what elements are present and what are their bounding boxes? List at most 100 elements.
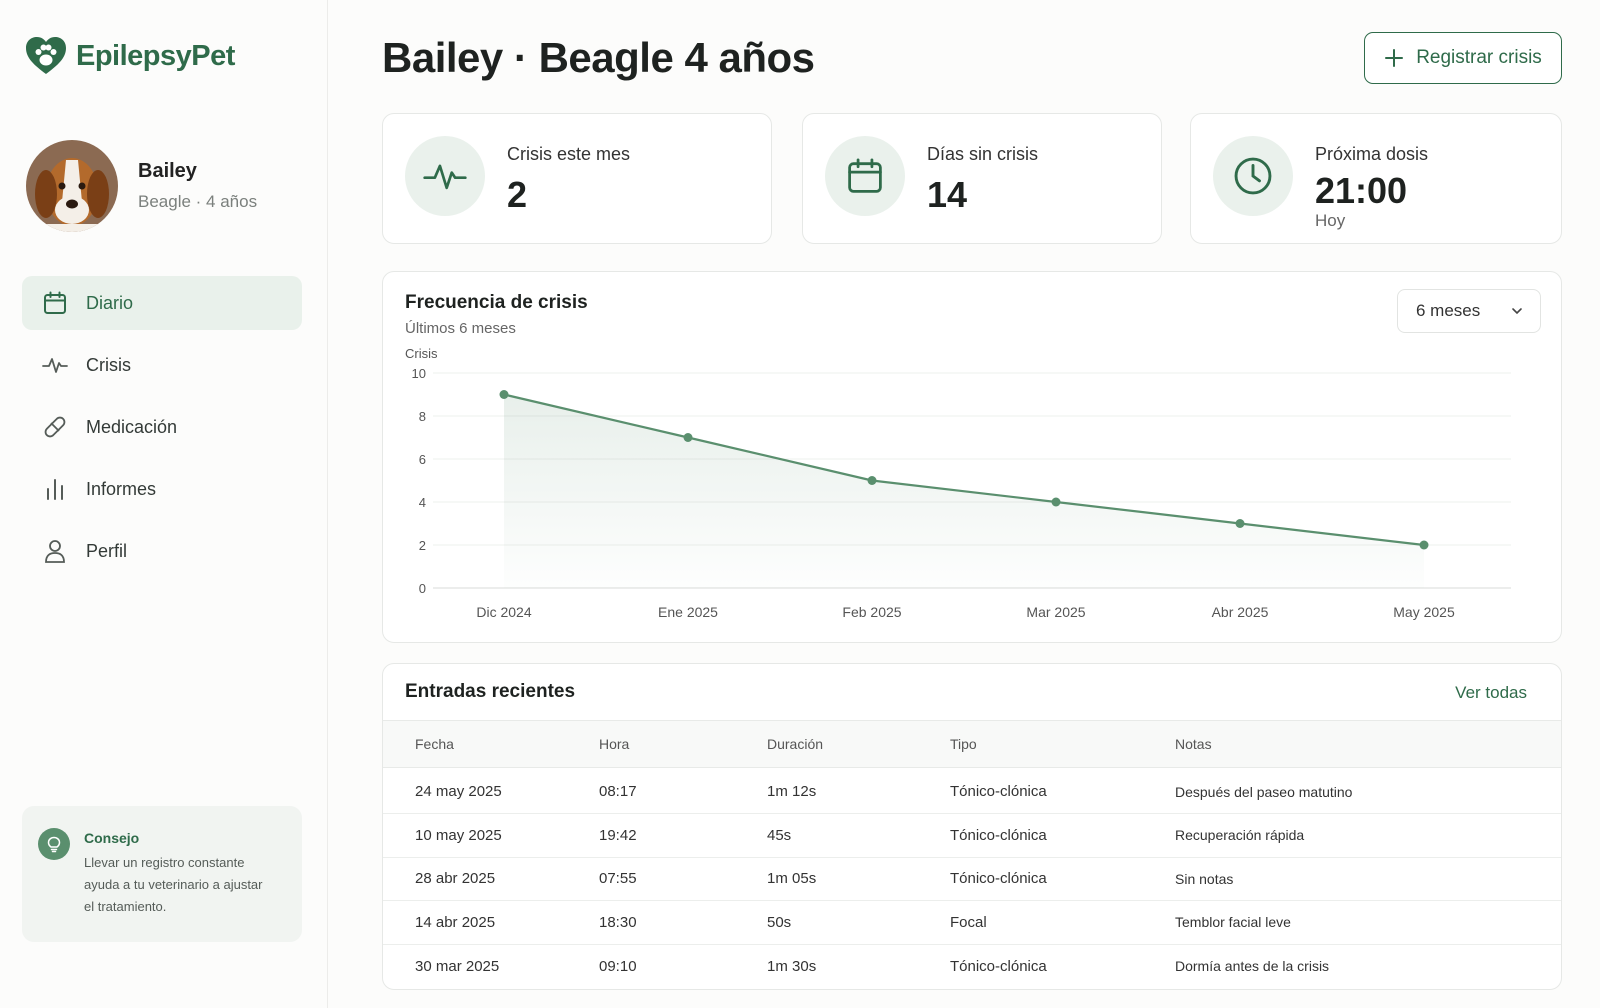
table-cell: Tónico-clónica — [950, 826, 1047, 844]
nav-item-perfil[interactable]: Perfil — [22, 524, 302, 578]
lightbulb-icon — [38, 828, 70, 860]
tip-text-line: el tratamiento. — [84, 899, 167, 914]
table-cell: 1m 05s — [767, 870, 817, 887]
y-tick-label: 8 — [419, 409, 426, 424]
plus-icon — [1385, 49, 1404, 67]
x-tick-label: Mar 2025 — [1026, 604, 1085, 620]
nav-item-medicacion[interactable]: Medicación — [22, 400, 302, 454]
table-cell: 19:42 — [599, 826, 637, 844]
column-header: Fecha — [415, 736, 454, 752]
table-row[interactable]: 24 may 2025 08:17 1m 12s Tónico-clónica Desp… — [383, 770, 1561, 814]
calendar-icon — [825, 136, 905, 216]
stat-card-days-without: Días sin crisis 14 — [802, 113, 1162, 244]
sidebar: EpilepsyPet Bailey Beagle · 4 años — [0, 0, 328, 1008]
table-row[interactable]: 14 abr 2025 18:30 50s Focal Temblor facial l… — [383, 901, 1561, 945]
bar-chart-icon — [47, 479, 63, 500]
recent-entries-card: Entradas recientes Ver todas Fecha Hora … — [382, 663, 1562, 990]
y-tick-label: 6 — [419, 452, 426, 467]
table-cell: 1m 12s — [767, 783, 817, 800]
nav-item-diario[interactable]: Diario — [22, 276, 302, 330]
x-tick-label: Abr 2025 — [1212, 604, 1269, 620]
table-cell: Después del paseo matutino — [1175, 783, 1353, 800]
tip-text: Llevar un registro constante ayuda a tu … — [84, 852, 263, 918]
line-chart: Crisis 0 2 4 6 8 10 Dic 2024 Ene 2025 Feb 2025 Mar… — [405, 346, 1511, 620]
x-tick-label: Ene 2025 — [658, 604, 718, 620]
nav-label: Informes — [86, 478, 157, 499]
stat-value: 2 — [507, 174, 528, 215]
table-cell: Focal — [950, 913, 987, 931]
tip-title: Consejo — [84, 830, 140, 846]
table-cell: Sin notas — [1175, 870, 1234, 887]
table-title: Entradas recientes — [405, 681, 576, 702]
chevron-down-icon — [1512, 308, 1522, 315]
pet-profile[interactable]: Bailey Beagle · 4 años — [26, 140, 257, 232]
chart-subtitle: Últimos 6 meses — [405, 320, 516, 337]
stat-label: Días sin crisis — [927, 144, 1039, 164]
table-cell: 10 may 2025 — [415, 826, 502, 844]
nav-label: Medicación — [86, 416, 178, 437]
table-cell: 24 may 2025 — [415, 783, 502, 800]
pet-breed-age: Beagle · 4 años — [138, 192, 258, 211]
calendar-icon — [44, 291, 66, 314]
stat-sub: Hoy — [1315, 211, 1346, 230]
data-point — [1419, 540, 1429, 550]
stat-value: 21:00 — [1315, 170, 1408, 211]
data-point — [1235, 519, 1245, 528]
app-name: EpilepsyPet — [76, 39, 235, 72]
y-axis-label: Crisis — [405, 346, 438, 361]
table-cell: Tónico-clónica — [950, 957, 1047, 975]
column-header: Tipo — [950, 736, 977, 752]
x-tick-label: Feb 2025 — [842, 604, 901, 620]
table-row[interactable]: 10 may 2025 19:42 45s Tónico-clónica Recuper… — [383, 814, 1561, 858]
nav-item-informes[interactable]: Informes — [22, 462, 302, 516]
stat-card-crisis-month: Crisis este mes 2 — [382, 113, 772, 244]
nav-item-crisis[interactable]: Crisis — [22, 338, 302, 392]
pulse-icon — [42, 358, 68, 373]
data-point — [1051, 497, 1061, 507]
stat-value: 14 — [927, 174, 968, 215]
stat-label: Crisis este mes — [507, 144, 631, 164]
table-cell: 18:30 — [599, 913, 637, 931]
clock-icon — [1213, 136, 1293, 216]
table-cell: 45s — [767, 826, 792, 844]
tip-card: Consejo Llevar un registro constante ayu… — [22, 806, 302, 942]
user-icon — [45, 540, 65, 563]
range-select-value: 6 meses — [1416, 301, 1481, 320]
nav-label: Crisis — [86, 354, 131, 375]
pulse-icon — [405, 136, 485, 216]
series-line — [503, 393, 1425, 547]
column-header: Notas — [1175, 736, 1212, 752]
heart-paw-icon — [26, 37, 66, 74]
table-cell: 07:55 — [599, 870, 637, 887]
y-tick-label: 0 — [419, 581, 426, 596]
pet-name: Bailey — [138, 160, 197, 182]
table-cell: 50s — [767, 913, 792, 931]
table-row[interactable]: 30 mar 2025 09:10 1m 30s Tónico-clónica Dorm… — [383, 944, 1561, 988]
register-crisis-button[interactable]: Registrar crisis — [1364, 32, 1562, 84]
table-cell: Dormía antes de la crisis — [1175, 958, 1330, 974]
table-cell: 08:17 — [599, 783, 637, 800]
main-nav: Diario Crisis Medicación Informes Perfil — [22, 276, 302, 586]
range-select[interactable]: 6 meses — [1397, 289, 1541, 333]
y-tick-label: 10 — [412, 366, 426, 381]
page-title: Bailey · Beagle 4 años — [382, 34, 815, 81]
table-cell: Temblor facial leve — [1175, 914, 1291, 930]
x-tick-label: Dic 2024 — [476, 604, 531, 620]
tip-text-line: ayuda a tu veterinario a ajustar — [84, 877, 263, 892]
table-cell: 1m 30s — [767, 957, 817, 975]
table-cell: 30 mar 2025 — [415, 957, 500, 975]
table-header: Fecha Hora Duración Tipo Notas — [383, 720, 1561, 768]
view-all-link[interactable]: Ver todas — [1455, 683, 1527, 702]
app-logo[interactable]: EpilepsyPet — [24, 36, 235, 76]
tip-text-line: Llevar un registro constante — [84, 855, 245, 870]
data-point — [499, 390, 509, 399]
column-header: Hora — [599, 736, 630, 752]
pill-icon — [44, 416, 66, 438]
table-cell: Recuperación rápida — [1175, 827, 1305, 843]
register-crisis-label: Registrar crisis — [1416, 47, 1542, 68]
table-row[interactable]: 28 abr 2025 07:55 1m 05s Tónico-clónica Sin … — [383, 857, 1561, 901]
nav-label: Diario — [86, 292, 134, 313]
y-tick-label: 4 — [419, 495, 426, 510]
chart-title: Frecuencia de crisis — [405, 292, 588, 313]
table-cell: 14 abr 2025 — [415, 913, 496, 931]
